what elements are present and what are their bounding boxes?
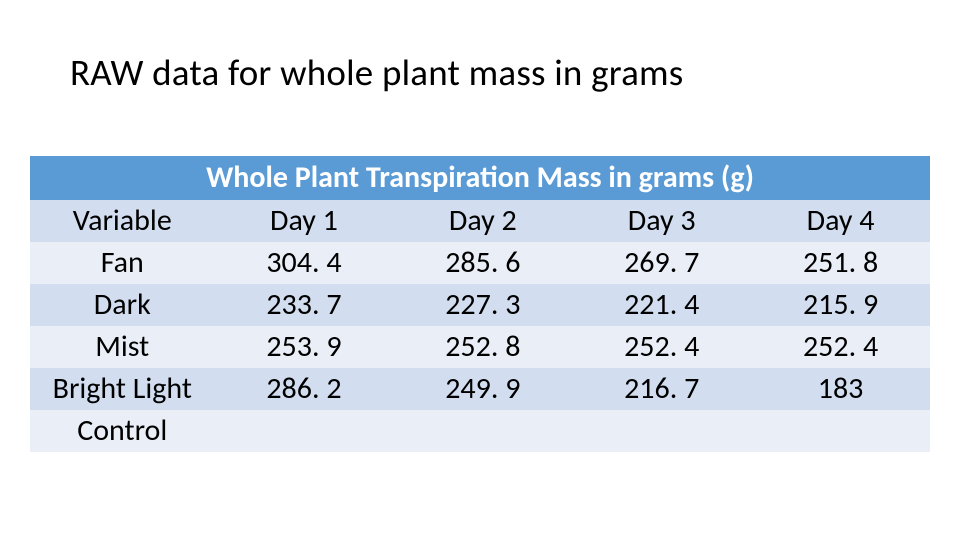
col-header-variable: Variable [30,200,215,242]
cell-value [215,410,394,452]
cell-value: 269. 7 [572,242,751,284]
cell-value: 252. 4 [572,326,751,368]
cell-value: 286. 2 [215,368,394,410]
cell-value: 233. 7 [215,284,394,326]
col-header-day3: Day 3 [572,200,751,242]
cell-value: 227. 3 [393,284,572,326]
table-row: Bright Light 286. 2 249. 9 216. 7 183 [30,368,930,410]
cell-value: 183 [751,368,930,410]
table-row: Fan 304. 4 285. 6 269. 7 251. 8 [30,242,930,284]
col-header-day2: Day 2 [393,200,572,242]
table-row: Dark 233. 7 227. 3 221. 4 215. 9 [30,284,930,326]
cell-variable: Dark [30,284,215,326]
cell-value: 249. 9 [393,368,572,410]
data-table-container: Whole Plant Transpiration Mass in grams … [30,156,930,452]
table-row: Mist 253. 9 252. 8 252. 4 252. 4 [30,326,930,368]
cell-value [393,410,572,452]
cell-value [751,410,930,452]
table-header-row: Variable Day 1 Day 2 Day 3 Day 4 [30,200,930,242]
col-header-day1: Day 1 [215,200,394,242]
cell-value: 221. 4 [572,284,751,326]
cell-value: 216. 7 [572,368,751,410]
cell-value: 215. 9 [751,284,930,326]
cell-value: 285. 6 [393,242,572,284]
cell-value: 251. 8 [751,242,930,284]
table-caption: Whole Plant Transpiration Mass in grams … [30,156,930,200]
table-caption-row: Whole Plant Transpiration Mass in grams … [30,156,930,200]
cell-value: 304. 4 [215,242,394,284]
slide: RAW data for whole plant mass in grams W… [0,0,960,540]
cell-variable: Control [30,410,215,452]
cell-value: 252. 8 [393,326,572,368]
cell-value: 253. 9 [215,326,394,368]
col-header-day4: Day 4 [751,200,930,242]
cell-value: 252. 4 [751,326,930,368]
cell-value [572,410,751,452]
data-table: Whole Plant Transpiration Mass in grams … [30,156,930,452]
cell-variable: Fan [30,242,215,284]
cell-variable: Mist [30,326,215,368]
table-row: Control [30,410,930,452]
page-title: RAW data for whole plant mass in grams [70,50,683,95]
cell-variable: Bright Light [30,368,215,410]
